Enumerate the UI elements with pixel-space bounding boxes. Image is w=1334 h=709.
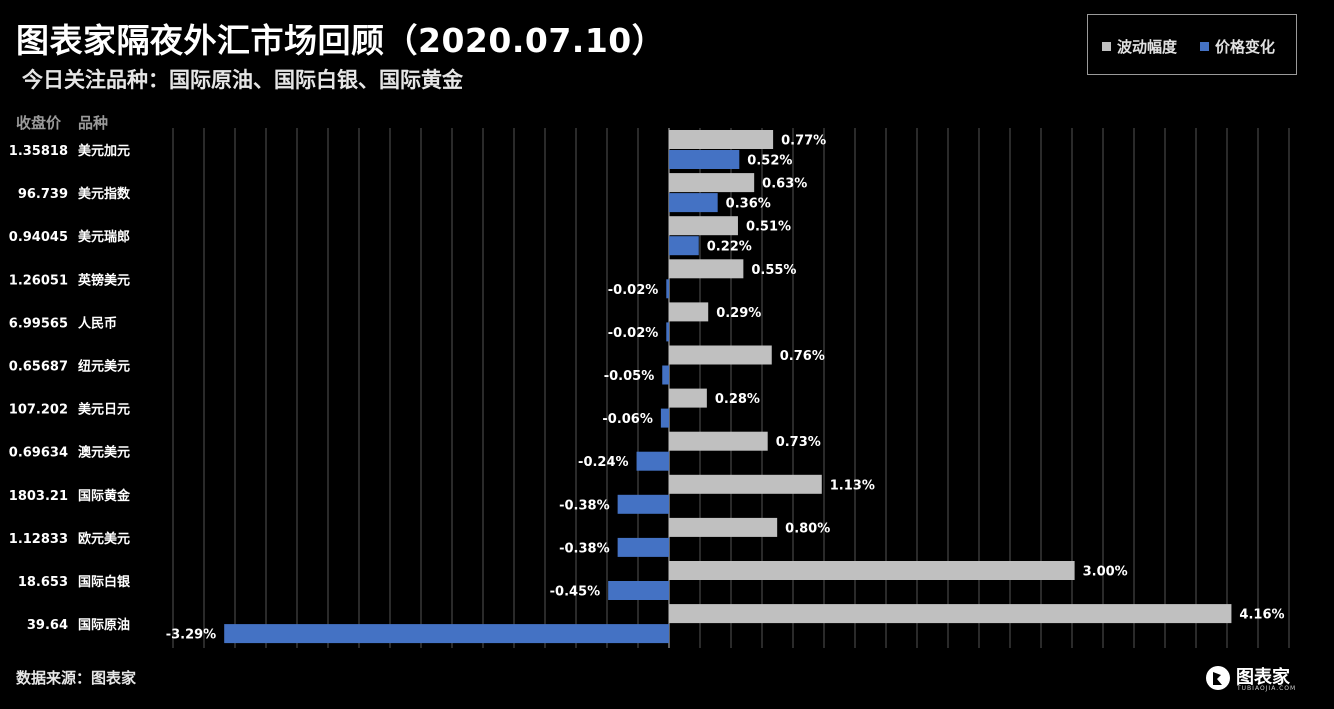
- chart-subtitle: 今日关注品种：国际原油、国际白银、国际黄金: [22, 68, 463, 92]
- price-change-bar: [224, 624, 669, 644]
- category-label: 国际黄金: [78, 488, 131, 504]
- close-price-label: 96.739: [18, 187, 68, 202]
- price-change-data-label: 0.36%: [726, 197, 771, 212]
- price-change-bar: [617, 537, 669, 557]
- price-change-bar: [666, 322, 669, 342]
- price-change-bar: [669, 150, 740, 169]
- close-price-label: 18.653: [18, 575, 68, 590]
- volatility-bar: [669, 604, 1232, 624]
- price-change-data-label: -0.38%: [559, 498, 610, 513]
- legend-item-price-change: 价格变化: [1200, 36, 1275, 57]
- close-price-label: 6.99565: [9, 316, 68, 331]
- volatility-bar: [669, 259, 744, 279]
- close-price-label: 39.64: [27, 618, 68, 633]
- category-label: 纽元美元: [78, 359, 130, 375]
- price-change-data-label: -0.02%: [608, 283, 659, 298]
- category-label: 澳元美元: [78, 445, 130, 461]
- header-name: 品种: [78, 114, 109, 132]
- legend-label-price-change: 价格变化: [1215, 38, 1276, 56]
- volatility-data-label: 0.28%: [715, 392, 760, 407]
- category-label: 美元日元: [78, 402, 130, 418]
- price-change-data-label: -0.06%: [602, 412, 653, 427]
- logo-text: 图表家: [1236, 667, 1290, 688]
- price-change-data-label: 0.22%: [707, 240, 752, 255]
- close-price-label: 1803.21: [9, 489, 68, 504]
- volatility-bar: [669, 173, 755, 193]
- price-change-bar: [669, 193, 718, 213]
- price-change-bar: [636, 451, 669, 471]
- volatility-data-label: 1.13%: [830, 478, 875, 493]
- price-change-data-label: -0.05%: [604, 369, 655, 384]
- price-change-bar: [608, 581, 669, 600]
- volatility-bar: [669, 302, 709, 322]
- volatility-data-label: 3.00%: [1083, 565, 1128, 580]
- header-close-price: 收盘价: [16, 114, 62, 132]
- volatility-data-label: 0.80%: [785, 521, 830, 536]
- category-label: 欧元美元: [78, 531, 130, 547]
- price-change-data-label: -0.45%: [550, 585, 601, 600]
- volatility-data-label: 0.73%: [776, 435, 821, 450]
- legend: 波动幅度 价格变化: [1087, 14, 1297, 75]
- brand-logo: 图表家 TUBIAOJIA.COM: [1204, 663, 1302, 693]
- volatility-data-label: 0.51%: [746, 220, 791, 235]
- close-price-label: 1.35818: [9, 144, 68, 159]
- close-price-label: 0.69634: [9, 446, 68, 461]
- volatility-bar: [669, 345, 772, 365]
- volatility-bar: [669, 561, 1075, 580]
- category-label: 美元指数: [78, 186, 131, 202]
- close-price-label: 1.12833: [9, 532, 68, 547]
- price-change-bar: [662, 365, 669, 385]
- price-change-data-label: -0.24%: [578, 455, 629, 470]
- volatility-bar: [669, 130, 774, 149]
- logo-subtext: TUBIAOJIA.COM: [1237, 685, 1297, 692]
- data-source: 数据来源：图表家: [16, 669, 137, 687]
- chart-title: 图表家隔夜外汇市场回顾（2020.07.10）: [16, 21, 666, 60]
- legend-item-volatility: 波动幅度: [1102, 36, 1177, 57]
- price-change-data-label: -0.02%: [608, 326, 659, 341]
- category-label: 美元加元: [78, 143, 130, 159]
- price-change-bar: [660, 408, 669, 428]
- price-change-data-label: -3.29%: [166, 628, 217, 643]
- logo-icon: [1206, 666, 1230, 690]
- price-change-bar: [666, 279, 669, 299]
- price-change-data-label: -0.38%: [559, 541, 610, 556]
- price-change-bar: [669, 236, 699, 256]
- legend-swatch-volatility: [1102, 42, 1111, 51]
- category-label: 国际原油: [78, 617, 130, 633]
- category-label: 国际白银: [78, 574, 131, 590]
- close-price-label: 1.26051: [9, 273, 68, 288]
- price-change-bar: [617, 494, 669, 514]
- volatility-data-label: 0.29%: [716, 306, 761, 321]
- close-price-label: 0.94045: [9, 230, 68, 245]
- volatility-bar: [669, 216, 738, 236]
- legend-swatch-price-change: [1200, 42, 1209, 51]
- close-price-label: 0.65687: [9, 360, 68, 375]
- close-price-label: 107.202: [9, 403, 68, 418]
- volatility-data-label: 0.76%: [780, 349, 825, 364]
- volatility-data-label: 0.63%: [762, 177, 807, 192]
- volatility-bar: [669, 517, 778, 537]
- volatility-bar: [669, 431, 768, 451]
- price-change-data-label: 0.52%: [747, 154, 792, 169]
- volatility-data-label: 0.77%: [781, 134, 826, 149]
- category-label: 人民币: [78, 315, 117, 331]
- volatility-bar: [669, 388, 707, 408]
- category-label: 美元瑞郎: [78, 229, 130, 245]
- category-label: 英镑美元: [77, 272, 130, 288]
- volatility-data-label: 0.55%: [751, 263, 796, 278]
- legend-label-volatility: 波动幅度: [1117, 38, 1178, 56]
- volatility-data-label: 4.16%: [1239, 608, 1284, 623]
- volatility-bar: [669, 474, 822, 494]
